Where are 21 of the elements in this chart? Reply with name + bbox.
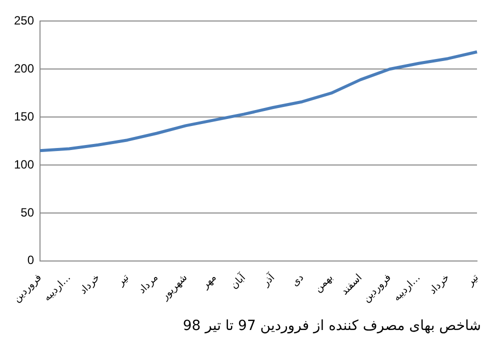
- x-tick-label: مهر: [199, 272, 219, 292]
- text: شاخص بهای مصرف کننده از فروردین 97 تا تیر 98: [182, 318, 482, 334]
- x-tick-label: بهمن: [312, 272, 336, 295]
- x-tick-label: اردیبه…: [391, 272, 423, 304]
- x-tick-label: شهریور: [159, 272, 190, 303]
- x-tick-label: خرداد: [78, 272, 102, 297]
- x-tick-label: تیر: [114, 272, 132, 289]
- x-tick-label: خرداد: [428, 272, 452, 297]
- x-tick-label: آذر: [258, 270, 278, 290]
- x-tick-label: آبان: [227, 270, 249, 292]
- y-tick-label: 200: [14, 61, 34, 76]
- x-tick-label: مرداد: [136, 272, 161, 296]
- y-tick-label: 0: [27, 253, 34, 268]
- x-tick-label: تیر: [464, 272, 482, 289]
- y-tick-label: 250: [14, 14, 34, 28]
- y-tick-label: 150: [14, 109, 34, 124]
- y-tick-label: 100: [14, 157, 34, 172]
- y-tick-label: 50: [20, 205, 34, 220]
- x-tick-label: دی: [290, 272, 306, 289]
- x-tick-label: اردیبه…: [42, 272, 74, 304]
- x-tick-label: فروردین: [12, 272, 44, 305]
